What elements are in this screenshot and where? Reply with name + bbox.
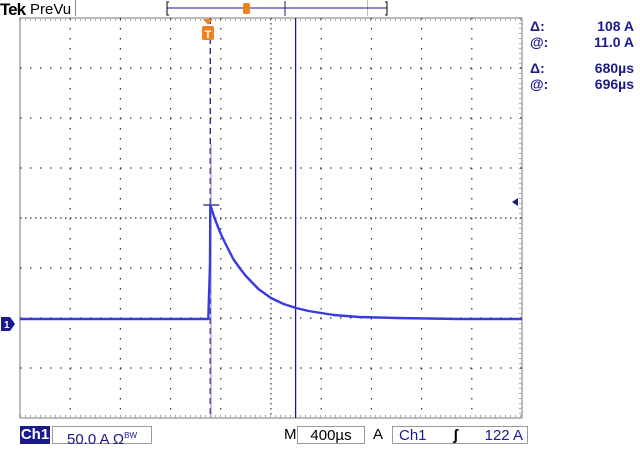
at-icon: @:	[530, 34, 548, 50]
delta-icon: Δ:	[530, 60, 545, 76]
time-at: 696µs	[595, 76, 634, 92]
timebase: 400µs	[310, 427, 351, 444]
trigger-label: A	[373, 426, 383, 444]
trace-line	[20, 205, 522, 319]
delta-icon: Δ:	[530, 18, 545, 34]
channel-ground-marker[interactable]: 1	[1, 317, 15, 331]
timebase-box[interactable]: 400µs	[297, 426, 365, 444]
channel-tag[interactable]: Ch1	[20, 426, 50, 444]
graticule	[20, 18, 522, 418]
amplitude-at: 11.0 A	[594, 34, 634, 50]
record-view-bar	[167, 1, 387, 16]
vertical-scale-box[interactable]: 50.0 A ΩBW	[52, 426, 152, 444]
main-timebase-label: M	[284, 426, 297, 444]
trigger-level: 122 A	[485, 427, 523, 443]
ground-marker-label: 1	[4, 320, 10, 331]
amplitude-delta: 108 A	[597, 18, 634, 34]
rising-edge-icon: ʃ	[453, 427, 458, 443]
cursors	[203, 18, 295, 418]
impedance-icon: Ω	[113, 431, 124, 448]
trigger-arrow-icon	[203, 19, 213, 25]
vertical-scale: 50.0 A	[67, 431, 109, 448]
record-view-trigger-icon	[243, 3, 250, 14]
cursor-readouts: Δ: 108 A @: 11.0 A Δ: 680µs @: 696µs	[530, 18, 640, 92]
trigger-source: Ch1	[399, 427, 427, 443]
time-delta: 680µs	[595, 60, 634, 76]
trigger-box[interactable]: Ch1 ʃ 122 A	[392, 426, 528, 444]
trace	[20, 144, 522, 418]
trigger-position-marker[interactable]: T	[202, 19, 214, 41]
trigger-level-arrow-icon[interactable]	[512, 198, 518, 206]
at-icon: @:	[530, 76, 548, 92]
trigger-letter: T	[205, 29, 212, 41]
bandwidth-limit-icon: BW	[124, 431, 137, 440]
